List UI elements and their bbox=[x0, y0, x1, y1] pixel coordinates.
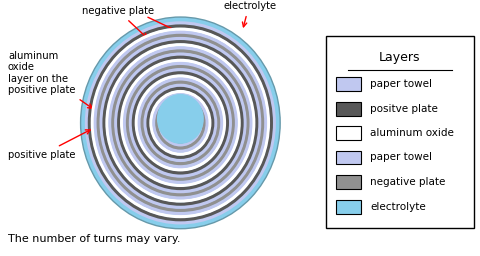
Text: paper towel: paper towel bbox=[369, 153, 431, 163]
Text: aluminum
oxide
layer on the
positive plate: aluminum oxide layer on the positive pla… bbox=[8, 50, 92, 108]
Text: paper towel: paper towel bbox=[369, 79, 431, 89]
Text: positve plate: positve plate bbox=[369, 103, 437, 113]
Text: container wtih
electrolyte: container wtih electrolyte bbox=[214, 0, 286, 27]
Ellipse shape bbox=[81, 17, 279, 229]
FancyBboxPatch shape bbox=[336, 151, 360, 165]
Ellipse shape bbox=[156, 94, 204, 144]
Text: negative plate: negative plate bbox=[369, 177, 444, 187]
FancyBboxPatch shape bbox=[336, 175, 360, 189]
Text: electrolyte: electrolyte bbox=[369, 201, 425, 211]
Text: The number of turns may vary.: The number of turns may vary. bbox=[8, 234, 180, 244]
Text: Layers: Layers bbox=[378, 51, 420, 64]
Text: negative plate: negative plate bbox=[82, 6, 154, 38]
FancyBboxPatch shape bbox=[336, 101, 360, 115]
FancyBboxPatch shape bbox=[336, 199, 360, 214]
FancyBboxPatch shape bbox=[336, 126, 360, 140]
FancyBboxPatch shape bbox=[336, 77, 360, 91]
FancyBboxPatch shape bbox=[325, 36, 473, 228]
Text: aluminum oxide: aluminum oxide bbox=[369, 128, 453, 138]
Text: positive plate: positive plate bbox=[8, 130, 90, 160]
